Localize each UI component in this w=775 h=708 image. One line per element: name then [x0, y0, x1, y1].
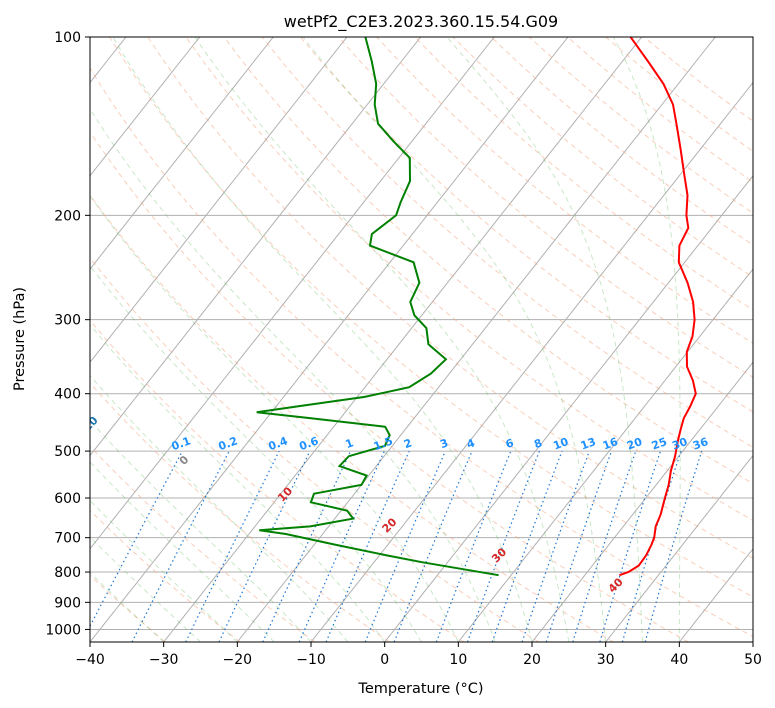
y-tick-label: 600 — [54, 491, 81, 507]
dry-adiabat-line — [414, 37, 753, 311]
mixing-ratio-line — [262, 450, 352, 642]
mixing-ratio-label: 0.1 — [170, 434, 193, 453]
dry-adiabat-line — [109, 37, 753, 598]
mixing-ratio-label: 1 — [344, 436, 356, 451]
mixing-ratio-label: 36 — [691, 435, 710, 453]
moist-adiabat-line — [90, 374, 349, 642]
y-tick-label: 200 — [54, 208, 81, 224]
plot-frame — [89, 36, 754, 643]
y-axis-label: Pressure (hPa) — [12, 287, 28, 391]
moist-adiabat-line — [90, 323, 386, 642]
dry-adiabat-line — [90, 509, 241, 642]
x-tick-label: 0 — [380, 652, 389, 668]
isotherm-line — [90, 37, 569, 642]
x-tick-label: −30 — [149, 652, 179, 668]
moist-adiabat-line — [302, 37, 607, 642]
isotherm-line — [90, 37, 348, 364]
moist-adiabat-line — [446, 37, 643, 642]
x-tick-label: 30 — [597, 652, 615, 668]
isotherm-line — [90, 37, 495, 550]
y-tick-label: 400 — [54, 387, 81, 403]
x-tick-label: −10 — [296, 652, 326, 668]
dry-adiabat-line — [300, 37, 753, 413]
mixing-ratio-label: 1.5 — [372, 434, 395, 453]
x-tick-label: −40 — [75, 652, 105, 668]
mixing-ratio-label: 13 — [579, 435, 598, 452]
dry-adiabat-line — [90, 574, 166, 642]
mixing-ratio-line — [218, 450, 311, 642]
temperature-profile — [619, 37, 697, 577]
mixing-ratio-line — [545, 450, 613, 642]
isotherm-line — [163, 37, 643, 642]
y-tick-label: 800 — [54, 565, 81, 581]
moist-adiabat-line — [90, 194, 459, 642]
moist-adiabats — [90, 37, 681, 642]
y-tick-label: 700 — [54, 531, 81, 547]
isotherm-line — [236, 37, 716, 642]
mixing-ratio-line — [185, 450, 280, 642]
dry-adiabat-line — [223, 37, 753, 485]
moist-adiabat-line — [90, 108, 496, 642]
mixing-ratio-line — [90, 450, 183, 628]
chart-title: wetPf2_C2E3.2023.360.15.54.G09 — [284, 12, 558, 32]
x-axis-label: Temperature (°C) — [357, 681, 483, 697]
x-axis-ticks: −40 −30 −20 −10 0 10 20 30 40 50 — [75, 642, 762, 668]
x-tick-label: 40 — [670, 652, 688, 668]
x-tick-label: −20 — [223, 652, 253, 668]
dry-adiabat-label: -10 — [77, 414, 100, 437]
isotherm-line — [90, 37, 422, 457]
mixing-ratio-label: 0.4 — [267, 434, 290, 453]
y-tick-label: 1000 — [45, 622, 81, 638]
mixing-ratio-label: 20 — [625, 435, 644, 453]
moist-adiabat-line — [112, 37, 533, 642]
isotherm-line — [605, 454, 753, 642]
mixing-ratio-label: 10 — [551, 435, 570, 453]
y-tick-label: 500 — [54, 444, 81, 460]
isotherm-line — [678, 547, 753, 642]
moist-adiabat-line — [90, 265, 422, 642]
dry-adiabat-line — [90, 319, 465, 642]
sounding-profiles — [256, 37, 697, 577]
dewpoint-profile — [256, 37, 499, 577]
mixing-ratio-label: 0.6 — [297, 434, 320, 453]
dry-adiabats — [90, 37, 753, 642]
x-tick-label: 50 — [744, 652, 762, 668]
y-tick-label: 300 — [54, 313, 81, 329]
x-tick-label: 10 — [449, 652, 467, 668]
dry-adiabat-line — [147, 37, 753, 559]
plot-area: -100-90-80-70-60-50-40-30-20-10010203040… — [77, 37, 753, 642]
isotherm-line — [531, 361, 753, 642]
mixing-ratio-label: 16 — [601, 435, 620, 453]
mixing-ratio-label: 6 — [504, 436, 516, 451]
mixing-ratio-label: 30 — [670, 435, 689, 453]
dry-adiabat-line — [90, 194, 614, 642]
moist-adiabat-line — [612, 37, 681, 642]
y-tick-label: 100 — [54, 30, 81, 46]
mixing-ratio-label: 0.2 — [217, 434, 240, 453]
mixing-ratio-line — [644, 450, 703, 642]
y-axis-ticks: 100 200 300 400 500 600 700 800 900 1000 — [45, 30, 90, 638]
moist-adiabat-line — [90, 419, 312, 642]
mixing-ratio-label: 3 — [438, 436, 450, 451]
isotherm-line — [457, 268, 753, 642]
mixing-ratio-line — [599, 450, 662, 642]
x-tick-label: 20 — [523, 652, 541, 668]
dry-adiabat-line — [90, 131, 689, 642]
mixing-ratio-label: 25 — [650, 435, 669, 452]
mixing-ratio-label: 8 — [532, 436, 544, 451]
dry-adiabat-line — [338, 37, 753, 378]
dry-adiabat-line — [90, 67, 753, 638]
mixing-ratio-label: 4 — [465, 436, 477, 451]
mixing-ratio-label: 2 — [402, 436, 414, 451]
mixing-ratio-line — [572, 450, 637, 642]
y-tick-label: 900 — [54, 595, 81, 611]
dry-adiabat-line — [90, 382, 390, 642]
mixing-ratio-line — [435, 450, 512, 642]
